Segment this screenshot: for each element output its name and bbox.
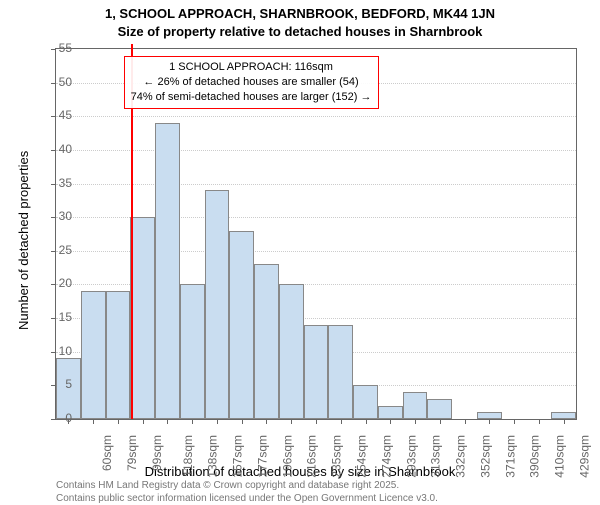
ytick-mark: [51, 150, 56, 151]
histogram-bar: [328, 325, 353, 419]
chart-title-line1: 1, SCHOOL APPROACH, SHARNBROOK, BEDFORD,…: [0, 6, 600, 21]
ytick-mark: [51, 116, 56, 117]
xtick-label: 99sqm: [150, 435, 164, 471]
ytick-label: 30: [59, 209, 72, 223]
histogram-bar: [205, 190, 230, 419]
ytick-label: 20: [59, 276, 72, 290]
histogram-bar: [304, 325, 329, 419]
histogram-bar: [279, 284, 304, 419]
xtick-label: 332sqm: [454, 435, 468, 478]
ytick-label: 25: [59, 243, 72, 257]
histogram-bar: [353, 385, 378, 419]
ytick-mark: [51, 251, 56, 252]
ytick-mark: [51, 352, 56, 353]
histogram-bar: [403, 392, 428, 419]
ytick-label: 40: [59, 142, 72, 156]
xtick-mark: [465, 419, 466, 424]
y-axis-label: Number of detached properties: [16, 151, 31, 330]
histogram-bar: [106, 291, 131, 419]
xtick-mark: [514, 419, 515, 424]
ytick-label: 45: [59, 108, 72, 122]
xtick-mark: [415, 419, 416, 424]
xtick-mark: [440, 419, 441, 424]
xtick-label: 390sqm: [528, 435, 542, 478]
ytick-mark: [51, 83, 56, 84]
annotation-line3: 74% of semi-detached houses are larger (…: [131, 90, 372, 105]
xtick-label: 157sqm: [231, 435, 245, 478]
ytick-mark: [51, 217, 56, 218]
xtick-mark: [143, 419, 144, 424]
xtick-label: 60sqm: [100, 435, 114, 471]
histogram-bar: [378, 406, 403, 419]
ytick-label: 15: [59, 310, 72, 324]
ytick-mark: [51, 184, 56, 185]
xtick-mark: [341, 419, 342, 424]
histogram-bar: [130, 217, 155, 419]
xtick-label: 371sqm: [503, 435, 517, 478]
ytick-mark: [51, 49, 56, 50]
xtick-label: 79sqm: [125, 435, 139, 471]
chart-title-line2: Size of property relative to detached ho…: [0, 24, 600, 39]
xtick-label: 352sqm: [479, 435, 493, 478]
xtick-mark: [564, 419, 565, 424]
histogram-bar: [81, 291, 106, 419]
xtick-label: 410sqm: [553, 435, 567, 478]
histogram-bar: [155, 123, 180, 419]
chart-container: 1, SCHOOL APPROACH, SHARNBROOK, BEDFORD,…: [0, 0, 600, 500]
annotation-line1: 1 SCHOOL APPROACH: 116sqm: [131, 60, 372, 75]
xtick-mark: [118, 419, 119, 424]
histogram-bar: [229, 231, 254, 419]
xtick-label: 429sqm: [578, 435, 592, 478]
xtick-mark: [266, 419, 267, 424]
xtick-label: 216sqm: [305, 435, 319, 478]
ytick-label: 10: [59, 344, 72, 358]
ytick-label: 0: [65, 411, 72, 425]
xtick-label: 274sqm: [379, 435, 393, 478]
xtick-mark: [217, 419, 218, 424]
attribution-line2: Contains public sector information licen…: [56, 493, 438, 504]
xtick-mark: [390, 419, 391, 424]
xtick-label: 118sqm: [180, 435, 194, 477]
gridline: [56, 184, 576, 185]
xtick-label: 313sqm: [429, 435, 443, 478]
gridline: [56, 150, 576, 151]
ytick-label: 5: [65, 377, 72, 391]
xtick-mark: [316, 419, 317, 424]
xtick-mark: [167, 419, 168, 424]
ytick-label: 50: [59, 75, 72, 89]
histogram-bar: [477, 412, 502, 419]
ytick-mark: [51, 419, 56, 420]
ytick-label: 55: [59, 41, 72, 55]
histogram-bar: [254, 264, 279, 419]
xtick-label: 138sqm: [206, 435, 220, 478]
histogram-bar: [427, 399, 452, 419]
xtick-mark: [242, 419, 243, 424]
xtick-label: 254sqm: [355, 435, 369, 478]
xtick-label: 177sqm: [256, 435, 270, 478]
plot-area: 1 SCHOOL APPROACH: 116sqm← 26% of detach…: [55, 48, 577, 420]
attribution-line1: Contains HM Land Registry data © Crown c…: [56, 480, 399, 491]
attribution-text: Contains HM Land Registry data © Crown c…: [56, 480, 438, 505]
histogram-bar: [180, 284, 205, 419]
ytick-mark: [51, 284, 56, 285]
gridline: [56, 116, 576, 117]
xtick-mark: [192, 419, 193, 424]
xtick-mark: [291, 419, 292, 424]
annotation-box: 1 SCHOOL APPROACH: 116sqm← 26% of detach…: [124, 56, 379, 109]
annotation-line2: ← 26% of detached houses are smaller (54…: [131, 75, 372, 90]
xtick-label: 196sqm: [280, 435, 294, 478]
ytick-label: 35: [59, 176, 72, 190]
xtick-label: 235sqm: [330, 435, 344, 478]
ytick-mark: [51, 318, 56, 319]
xtick-mark: [93, 419, 94, 424]
histogram-bar: [551, 412, 576, 419]
xtick-mark: [489, 419, 490, 424]
xtick-mark: [366, 419, 367, 424]
xtick-mark: [539, 419, 540, 424]
xtick-label: 293sqm: [404, 435, 418, 478]
